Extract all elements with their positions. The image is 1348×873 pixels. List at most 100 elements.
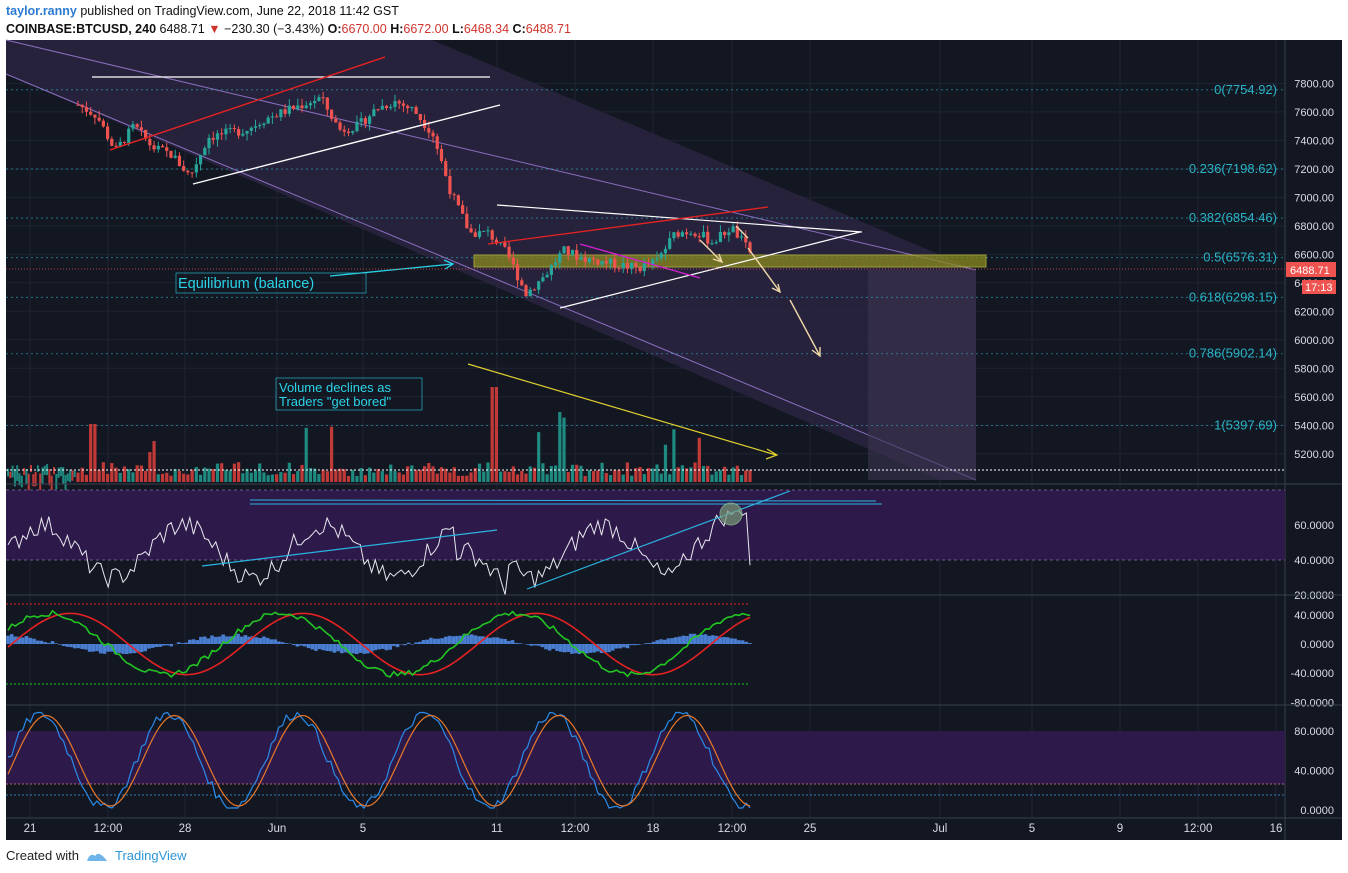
volume-bar bbox=[93, 424, 97, 482]
candle-body bbox=[275, 116, 279, 118]
macd-hist-bar bbox=[95, 644, 99, 652]
volume-bar bbox=[41, 467, 44, 485]
volume-bar bbox=[249, 472, 253, 482]
volume-bar bbox=[731, 467, 735, 482]
volume-bar bbox=[659, 473, 663, 482]
candle-body bbox=[579, 257, 583, 260]
volume-bar bbox=[131, 472, 135, 482]
macd-hist-bar bbox=[551, 644, 556, 649]
macd-hist-bar bbox=[295, 644, 300, 647]
candle-body bbox=[503, 242, 507, 247]
macd-hist-bar bbox=[310, 644, 315, 650]
candle-body bbox=[490, 230, 494, 240]
candle-body bbox=[368, 116, 372, 124]
macd-hist-bar bbox=[299, 644, 303, 646]
volume-bar bbox=[39, 473, 42, 492]
stoch-tick: 80.0000 bbox=[1294, 726, 1334, 738]
candle-body bbox=[735, 226, 739, 238]
macd-hist-bar bbox=[414, 642, 418, 644]
volume-bar bbox=[122, 466, 127, 482]
candle-body bbox=[97, 117, 101, 121]
tradingview-link[interactable]: TradingView bbox=[114, 848, 187, 863]
macd-hist-bar bbox=[54, 643, 59, 644]
volume-bar bbox=[596, 470, 600, 482]
volume-bar bbox=[232, 463, 236, 482]
volume-bar bbox=[630, 475, 634, 482]
macd-hist-bar bbox=[618, 644, 622, 649]
macd-hist-bar bbox=[98, 644, 103, 654]
volume-bar bbox=[452, 467, 456, 482]
volume-bar bbox=[64, 474, 67, 490]
last-price-tag bbox=[1286, 262, 1336, 277]
candle-body bbox=[587, 258, 591, 263]
macd-hist-bar bbox=[24, 636, 29, 644]
chart[interactable]: 0(7754.92) 0.236(7198.62) 0.382(6854.46) 0.… bbox=[0, 38, 1348, 844]
candle-body bbox=[144, 129, 148, 139]
rsi-tick: 40.0000 bbox=[1294, 555, 1334, 567]
macd-hist-bar bbox=[165, 644, 170, 646]
candle-body bbox=[325, 97, 329, 110]
candle-body bbox=[655, 258, 659, 260]
countdown-tag bbox=[1302, 280, 1336, 294]
macd-hist-bar bbox=[169, 644, 174, 647]
macd-hist-bar bbox=[599, 644, 604, 654]
candle-body bbox=[718, 231, 723, 243]
macd-hist-bar bbox=[332, 644, 337, 653]
macd-hist-bar bbox=[670, 638, 674, 644]
candle-body bbox=[389, 106, 393, 109]
volume-bar bbox=[283, 472, 287, 482]
volume-bar bbox=[224, 469, 228, 482]
candle-body bbox=[575, 250, 579, 260]
macd-hist-bar bbox=[603, 644, 608, 653]
volume-bar bbox=[494, 387, 499, 482]
macd-hist-bar bbox=[351, 644, 355, 654]
candle-body bbox=[748, 242, 752, 253]
macd-hist-bar bbox=[314, 644, 318, 651]
volume-bar bbox=[165, 472, 169, 482]
candle-body bbox=[89, 111, 93, 115]
candle-body bbox=[439, 148, 444, 162]
price-tick: 7200.00 bbox=[1294, 164, 1334, 176]
macd-hist-bar bbox=[306, 644, 311, 649]
macd-hist-bar bbox=[191, 639, 196, 644]
volume-bar bbox=[515, 474, 520, 482]
volume-bar bbox=[689, 467, 693, 482]
high-label: H: bbox=[390, 22, 404, 36]
candle-body bbox=[384, 105, 389, 109]
macd-hist-bar bbox=[447, 635, 452, 644]
time-tick: 16 bbox=[1270, 823, 1283, 835]
price-tick: 5200.00 bbox=[1294, 449, 1334, 461]
macd-hist-bar bbox=[6, 635, 10, 644]
macd-hist-bar bbox=[432, 638, 437, 644]
volume-bar bbox=[118, 472, 122, 482]
volume-bar bbox=[135, 465, 139, 482]
candle-body bbox=[152, 145, 156, 150]
candle-body bbox=[249, 127, 253, 131]
volume-bar bbox=[482, 471, 486, 482]
macd-hist-bar bbox=[610, 644, 615, 651]
macd-hist-bar bbox=[462, 633, 467, 644]
price-tick: 7000.00 bbox=[1294, 192, 1334, 204]
macd-hist-bar bbox=[418, 641, 422, 644]
candle-body bbox=[634, 263, 638, 268]
macd-hist-bar bbox=[685, 635, 689, 644]
channel-bottom-line bbox=[5, 73, 977, 481]
volume-bar bbox=[739, 475, 744, 482]
macd-hist-bar bbox=[384, 644, 389, 651]
channel-projection bbox=[868, 270, 976, 480]
candle-body bbox=[528, 289, 532, 297]
candle-body bbox=[663, 248, 668, 254]
macd-hist-bar bbox=[718, 637, 723, 644]
macd-hist-bar bbox=[406, 642, 411, 644]
volume-bar bbox=[511, 466, 515, 482]
candle-body bbox=[689, 233, 693, 235]
macd-hist-bar bbox=[436, 638, 441, 644]
author-link[interactable]: taylor.ranny bbox=[6, 4, 77, 18]
candle-body bbox=[338, 122, 342, 130]
candle-body bbox=[321, 97, 325, 99]
macd-hist-bar bbox=[540, 644, 545, 648]
volume-trend-arrow bbox=[467, 363, 777, 456]
volume-bar bbox=[676, 467, 680, 482]
rsi-trend-2 bbox=[526, 490, 791, 590]
macd-hist-bar bbox=[525, 644, 530, 645]
